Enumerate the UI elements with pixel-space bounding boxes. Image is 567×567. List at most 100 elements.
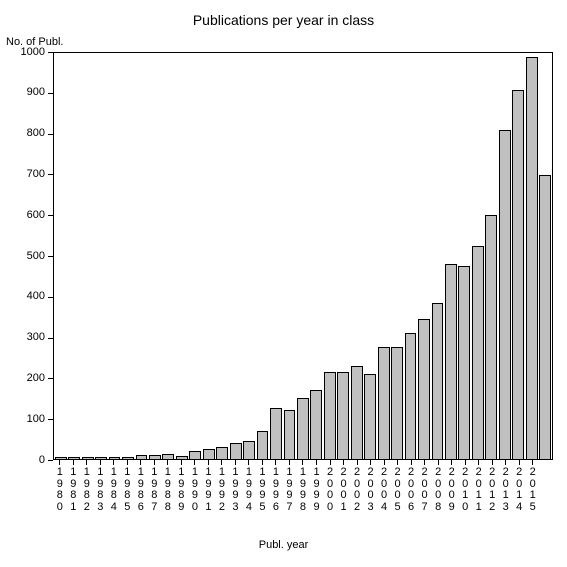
chart-container: Publications per year in class No. of Pu… — [0, 0, 567, 567]
x-tick-group: 1986 — [134, 460, 148, 513]
y-tick-label: 0 — [39, 454, 45, 466]
x-tick-mark — [505, 460, 506, 465]
x-tick-label: 1999 — [313, 467, 319, 513]
x-tick-group: 2007 — [418, 460, 432, 513]
x-tick-label: 1981 — [70, 467, 76, 513]
x-tick-mark — [167, 460, 168, 465]
bar — [364, 374, 376, 459]
y-tick-mark — [48, 378, 53, 379]
x-tick-label: 2006 — [408, 467, 414, 513]
bar-slot — [94, 53, 107, 459]
bar-slot — [148, 53, 161, 459]
x-tick-mark — [154, 460, 155, 465]
bar-slot — [54, 53, 67, 459]
y-tick-label: 600 — [27, 209, 45, 221]
x-tick-label: 1983 — [97, 467, 103, 513]
y-tick-mark — [48, 174, 53, 175]
bar-slot — [283, 53, 296, 459]
bar — [162, 454, 174, 459]
x-tick-mark — [370, 460, 371, 465]
x-tick-label: 1995 — [259, 467, 265, 513]
bar — [351, 366, 363, 459]
x-tick-group: 1989 — [175, 460, 189, 513]
x-tick-group: 2015 — [526, 460, 540, 513]
bar-slot — [444, 53, 457, 459]
bar-slot — [256, 53, 269, 459]
bar — [526, 57, 538, 459]
x-tick-group: 2013 — [499, 460, 513, 513]
x-tick-group: 2002 — [350, 460, 364, 513]
y-tick-mark — [48, 93, 53, 94]
x-tick-label: 2003 — [367, 467, 373, 513]
bar — [216, 447, 228, 459]
bar-slot — [404, 53, 417, 459]
x-tick-label: 2012 — [489, 467, 495, 513]
bar — [472, 246, 484, 459]
x-tick-label: 2010 — [462, 467, 468, 513]
bar-slot — [471, 53, 484, 459]
bar — [230, 443, 242, 459]
x-tick-mark — [330, 460, 331, 465]
bar-slot — [538, 53, 551, 459]
bar-slot — [202, 53, 215, 459]
bar-slot — [511, 53, 524, 459]
x-tick-label: 2013 — [503, 467, 509, 513]
x-tick-mark — [140, 460, 141, 465]
bar-slot — [67, 53, 80, 459]
x-tick-mark — [519, 460, 520, 465]
bar — [418, 319, 430, 459]
bar — [257, 431, 269, 459]
bar — [405, 333, 417, 459]
x-tick-group: 1994 — [242, 460, 256, 513]
bar — [203, 449, 215, 459]
bar-slot — [162, 53, 175, 459]
x-tick-mark — [262, 460, 263, 465]
bar-slot — [525, 53, 538, 459]
x-tick-label: 2007 — [422, 467, 428, 513]
x-tick-label: 1994 — [246, 467, 252, 513]
x-tick-label: 1984 — [111, 467, 117, 513]
x-tick-mark — [73, 460, 74, 465]
x-tick-label: 1982 — [84, 467, 90, 513]
chart-title: Publications per year in class — [0, 12, 567, 28]
x-tick-label: 2014 — [516, 467, 522, 513]
x-tick-mark — [208, 460, 209, 465]
bar — [95, 457, 107, 459]
x-tick-group: 1987 — [148, 460, 162, 513]
x-tick-label: 1985 — [124, 467, 130, 513]
bar — [378, 347, 390, 459]
bar — [284, 410, 296, 459]
y-tick-mark — [48, 52, 53, 53]
bar — [310, 390, 322, 459]
x-tick-group: 1999 — [310, 460, 324, 513]
bar — [445, 264, 457, 459]
x-tick-mark — [59, 460, 60, 465]
x-tick-group: 2014 — [512, 460, 526, 513]
x-tick-group: 1988 — [161, 460, 175, 513]
x-tick-label: 2009 — [449, 467, 455, 513]
x-tick-mark — [275, 460, 276, 465]
y-tick-label: 900 — [27, 86, 45, 98]
x-tick-mark — [438, 460, 439, 465]
bar-slot — [135, 53, 148, 459]
x-tick-mark — [248, 460, 249, 465]
x-tick-mark — [86, 460, 87, 465]
bar — [55, 457, 67, 459]
x-tick-mark — [127, 460, 128, 465]
bar — [68, 457, 80, 459]
y-tick-label: 1000 — [21, 46, 45, 58]
x-tick-label: 1991 — [205, 467, 211, 513]
x-tick-group: 2005 — [391, 460, 405, 513]
bar-slot — [350, 53, 363, 459]
x-tick-group: 2012 — [485, 460, 499, 513]
x-tick-mark — [100, 460, 101, 465]
bar — [122, 457, 134, 459]
plot-area — [53, 52, 553, 460]
x-tick-mark — [316, 460, 317, 465]
bar-slot — [175, 53, 188, 459]
y-tick-mark — [48, 297, 53, 298]
x-tick-label: 2005 — [395, 467, 401, 513]
x-tick-mark — [451, 460, 452, 465]
bar-slot — [215, 53, 228, 459]
bar-slot — [417, 53, 430, 459]
